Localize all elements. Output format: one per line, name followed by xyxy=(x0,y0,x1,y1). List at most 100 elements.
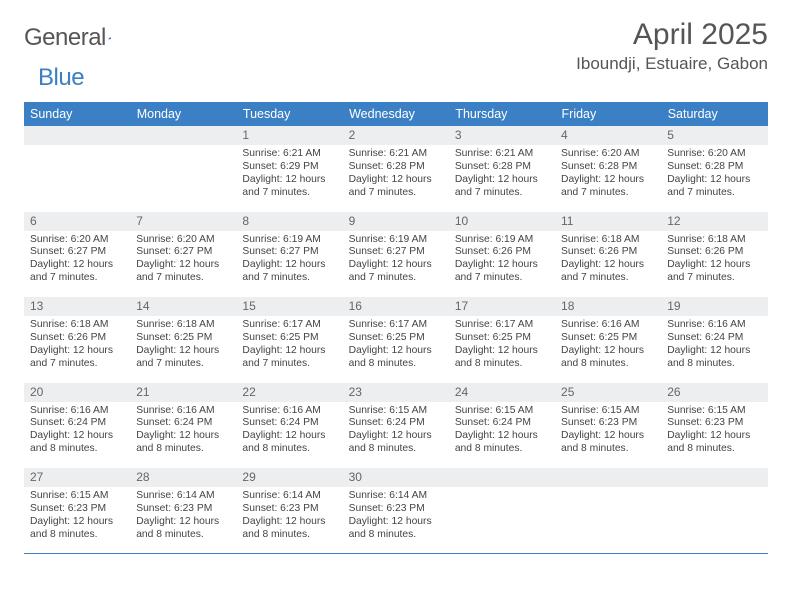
daylight-text: Daylight: 12 hours and 7 minutes. xyxy=(667,174,761,200)
sunset-text: Sunset: 6:25 PM xyxy=(136,332,230,345)
calendar-table: Sunday Monday Tuesday Wednesday Thursday… xyxy=(24,102,768,554)
daylight-text: Daylight: 12 hours and 8 minutes. xyxy=(30,430,124,456)
day-number: 6 xyxy=(24,211,130,231)
day-number: 18 xyxy=(555,297,661,317)
sunrise-text: Sunrise: 6:18 AM xyxy=(136,319,230,332)
daylight-text: Daylight: 12 hours and 8 minutes. xyxy=(455,345,549,371)
sunrise-text: Sunrise: 6:16 AM xyxy=(30,405,124,418)
weekday-saturday: Saturday xyxy=(661,102,767,126)
sunrise-text: Sunrise: 6:16 AM xyxy=(242,405,336,418)
daylight-text: Daylight: 12 hours and 7 minutes. xyxy=(30,259,124,285)
sunset-text: Sunset: 6:27 PM xyxy=(136,246,230,259)
sunrise-text: Sunrise: 6:15 AM xyxy=(30,490,124,503)
sunset-text: Sunset: 6:26 PM xyxy=(667,246,761,259)
sunrise-text: Sunrise: 6:15 AM xyxy=(667,405,761,418)
sunset-text: Sunset: 6:26 PM xyxy=(561,246,655,259)
day-cell: Sunrise: 6:19 AMSunset: 6:27 PMDaylight:… xyxy=(343,231,449,297)
daylight-text: Daylight: 12 hours and 7 minutes. xyxy=(242,345,336,371)
sunrise-text: Sunrise: 6:18 AM xyxy=(561,234,655,247)
sunrise-text: Sunrise: 6:17 AM xyxy=(349,319,443,332)
day-number: 2 xyxy=(343,126,449,145)
sunrise-text: Sunrise: 6:21 AM xyxy=(349,148,443,161)
day-cell: Sunrise: 6:15 AMSunset: 6:24 PMDaylight:… xyxy=(449,402,555,468)
day-cell: Sunrise: 6:15 AMSunset: 6:23 PMDaylight:… xyxy=(24,487,130,553)
day-cell: Sunrise: 6:16 AMSunset: 6:24 PMDaylight:… xyxy=(661,316,767,382)
day-number: 16 xyxy=(343,297,449,317)
day-number: 17 xyxy=(449,297,555,317)
daylight-text: Daylight: 12 hours and 7 minutes. xyxy=(30,345,124,371)
logo-triangle-icon xyxy=(108,29,111,47)
daynum-row: 6789101112 xyxy=(24,211,768,231)
day-body-row: Sunrise: 6:20 AMSunset: 6:27 PMDaylight:… xyxy=(24,231,768,297)
sunrise-text: Sunrise: 6:20 AM xyxy=(667,148,761,161)
day-body-row: Sunrise: 6:21 AMSunset: 6:29 PMDaylight:… xyxy=(24,145,768,211)
weekday-thursday: Thursday xyxy=(449,102,555,126)
daylight-text: Daylight: 12 hours and 8 minutes. xyxy=(349,345,443,371)
day-cell: Sunrise: 6:15 AMSunset: 6:24 PMDaylight:… xyxy=(343,402,449,468)
day-number: 26 xyxy=(661,382,767,402)
title-block: April 2025 Iboundji, Estuaire, Gabon xyxy=(576,18,768,74)
day-number: 5 xyxy=(661,126,767,145)
sunrise-text: Sunrise: 6:16 AM xyxy=(561,319,655,332)
sunset-text: Sunset: 6:27 PM xyxy=(349,246,443,259)
day-number: 19 xyxy=(661,297,767,317)
daynum-row: 27282930 xyxy=(24,468,768,488)
day-cell: Sunrise: 6:20 AMSunset: 6:28 PMDaylight:… xyxy=(661,145,767,211)
sunrise-text: Sunrise: 6:14 AM xyxy=(136,490,230,503)
sunrise-text: Sunrise: 6:15 AM xyxy=(561,405,655,418)
daylight-text: Daylight: 12 hours and 8 minutes. xyxy=(349,430,443,456)
calendar-body: 12345Sunrise: 6:21 AMSunset: 6:29 PMDayl… xyxy=(24,126,768,553)
day-number xyxy=(449,468,555,488)
daynum-row: 12345 xyxy=(24,126,768,145)
sunset-text: Sunset: 6:23 PM xyxy=(667,417,761,430)
logo: General xyxy=(24,18,130,52)
daylight-text: Daylight: 12 hours and 7 minutes. xyxy=(136,259,230,285)
day-number: 10 xyxy=(449,211,555,231)
daynum-row: 20212223242526 xyxy=(24,382,768,402)
day-cell: Sunrise: 6:20 AMSunset: 6:28 PMDaylight:… xyxy=(555,145,661,211)
day-cell: Sunrise: 6:14 AMSunset: 6:23 PMDaylight:… xyxy=(343,487,449,553)
day-cell: Sunrise: 6:21 AMSunset: 6:28 PMDaylight:… xyxy=(449,145,555,211)
sunset-text: Sunset: 6:23 PM xyxy=(349,503,443,516)
sunrise-text: Sunrise: 6:18 AM xyxy=(667,234,761,247)
sunset-text: Sunset: 6:25 PM xyxy=(242,332,336,345)
day-cell: Sunrise: 6:16 AMSunset: 6:24 PMDaylight:… xyxy=(24,402,130,468)
daylight-text: Daylight: 12 hours and 7 minutes. xyxy=(242,259,336,285)
sunrise-text: Sunrise: 6:20 AM xyxy=(30,234,124,247)
daylight-text: Daylight: 12 hours and 7 minutes. xyxy=(455,174,549,200)
day-cell: Sunrise: 6:16 AMSunset: 6:25 PMDaylight:… xyxy=(555,316,661,382)
sunrise-text: Sunrise: 6:15 AM xyxy=(349,405,443,418)
day-number: 25 xyxy=(555,382,661,402)
sunset-text: Sunset: 6:23 PM xyxy=(30,503,124,516)
day-number: 24 xyxy=(449,382,555,402)
day-cell: Sunrise: 6:15 AMSunset: 6:23 PMDaylight:… xyxy=(661,402,767,468)
sunset-text: Sunset: 6:25 PM xyxy=(561,332,655,345)
sunset-text: Sunset: 6:29 PM xyxy=(242,161,336,174)
daylight-text: Daylight: 12 hours and 7 minutes. xyxy=(561,174,655,200)
day-number xyxy=(24,126,130,145)
day-number: 28 xyxy=(130,468,236,488)
day-number xyxy=(130,126,236,145)
day-number: 15 xyxy=(236,297,342,317)
sunrise-text: Sunrise: 6:15 AM xyxy=(455,405,549,418)
day-number: 3 xyxy=(449,126,555,145)
daylight-text: Daylight: 12 hours and 7 minutes. xyxy=(349,259,443,285)
sunset-text: Sunset: 6:28 PM xyxy=(561,161,655,174)
day-number: 7 xyxy=(130,211,236,231)
weekday-tuesday: Tuesday xyxy=(236,102,342,126)
daylight-text: Daylight: 12 hours and 8 minutes. xyxy=(242,430,336,456)
sunset-text: Sunset: 6:28 PM xyxy=(349,161,443,174)
day-cell xyxy=(555,487,661,553)
daylight-text: Daylight: 12 hours and 8 minutes. xyxy=(136,430,230,456)
day-cell xyxy=(130,145,236,211)
sunset-text: Sunset: 6:28 PM xyxy=(455,161,549,174)
logo-word1: General xyxy=(24,24,106,52)
day-number: 29 xyxy=(236,468,342,488)
sunset-text: Sunset: 6:24 PM xyxy=(30,417,124,430)
daylight-text: Daylight: 12 hours and 8 minutes. xyxy=(242,516,336,542)
sunrise-text: Sunrise: 6:21 AM xyxy=(242,148,336,161)
daylight-text: Daylight: 12 hours and 7 minutes. xyxy=(561,259,655,285)
daylight-text: Daylight: 12 hours and 8 minutes. xyxy=(349,516,443,542)
sunrise-text: Sunrise: 6:18 AM xyxy=(30,319,124,332)
daylight-text: Daylight: 12 hours and 7 minutes. xyxy=(242,174,336,200)
